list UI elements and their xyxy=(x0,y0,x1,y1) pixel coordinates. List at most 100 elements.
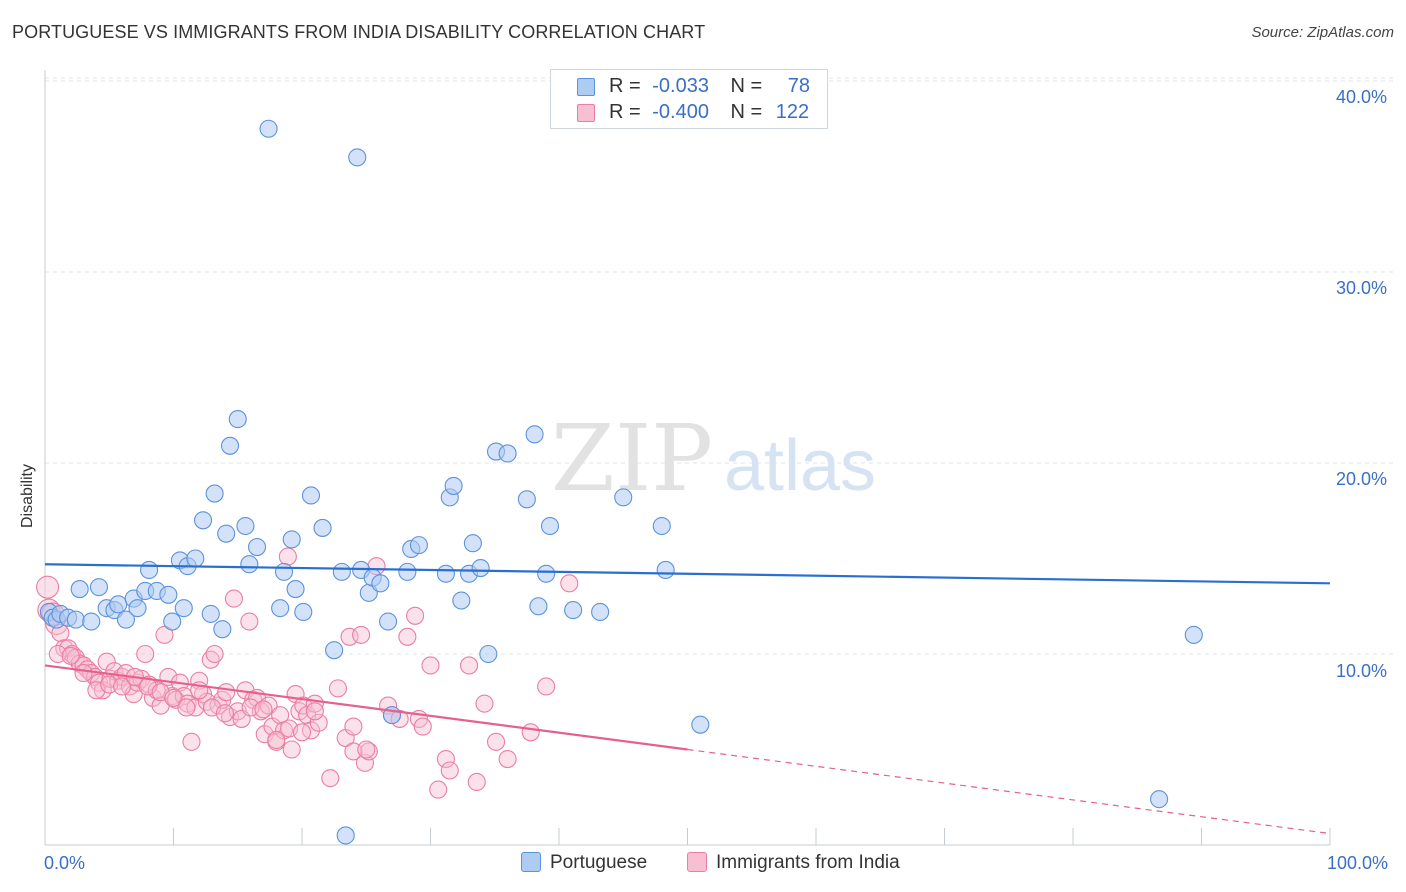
legend-swatch-india xyxy=(577,104,595,122)
portuguese-point xyxy=(564,601,583,620)
portuguese-point xyxy=(656,560,675,580)
portuguese-point xyxy=(220,436,240,455)
india-point xyxy=(224,589,243,608)
portuguese-point xyxy=(82,612,101,631)
portuguese-point xyxy=(205,484,224,503)
india-point xyxy=(328,679,348,698)
legend-n-value: 78 xyxy=(787,75,811,97)
portuguese-point xyxy=(1150,790,1169,809)
india-point xyxy=(136,644,155,664)
india-points xyxy=(36,547,579,799)
india-point xyxy=(240,612,259,631)
india-trend-extrapolation xyxy=(687,748,1331,835)
y-tick-30: 30.0% xyxy=(1336,278,1388,298)
india-point xyxy=(74,664,93,683)
portuguese-point xyxy=(537,564,556,583)
portuguese-point xyxy=(325,641,344,660)
india-point xyxy=(36,575,60,599)
portuguese-point xyxy=(70,580,89,599)
portuguese-point xyxy=(525,425,544,444)
portuguese-point xyxy=(691,715,710,734)
portuguese-point xyxy=(517,490,536,509)
portuguese-point xyxy=(163,612,182,631)
portuguese-point xyxy=(159,585,178,604)
india-point xyxy=(113,677,132,696)
india-point xyxy=(267,730,286,750)
portuguese-point xyxy=(540,516,560,536)
india-point xyxy=(278,547,297,566)
portuguese-point xyxy=(614,488,633,507)
portuguese-point xyxy=(140,560,159,580)
portuguese-point xyxy=(201,604,220,623)
india-point xyxy=(271,706,290,725)
legend-n-value: 122 xyxy=(775,101,810,123)
india-point xyxy=(355,753,375,772)
watermark-atlas: atlas xyxy=(724,426,876,506)
india-point xyxy=(182,732,201,751)
india-point xyxy=(305,702,324,721)
india-point xyxy=(254,700,273,719)
portuguese-point xyxy=(109,595,128,614)
portuguese-point xyxy=(213,620,232,639)
bottom-legend-label-india: Immigrants from India xyxy=(716,852,900,873)
portuguese-point xyxy=(398,562,417,581)
portuguese-point xyxy=(444,476,463,495)
india-trend-line xyxy=(44,664,688,751)
portuguese-point xyxy=(228,410,247,429)
portuguese-point xyxy=(217,524,236,543)
portuguese-point xyxy=(240,555,259,574)
india-point xyxy=(340,627,359,646)
x-tick-min: 0.0% xyxy=(44,853,86,873)
portuguese-points xyxy=(39,119,1203,845)
bottom-legend-portuguese: Portuguese xyxy=(521,852,647,874)
india-point xyxy=(294,696,313,715)
portuguese-point xyxy=(66,610,85,629)
portuguese-point xyxy=(247,537,267,557)
india-point xyxy=(560,574,579,593)
india-point xyxy=(292,723,312,742)
portuguese-point xyxy=(652,516,671,536)
india-point xyxy=(398,627,417,646)
portuguese-point xyxy=(1184,625,1203,644)
india-point xyxy=(164,688,183,707)
portuguese-point xyxy=(174,599,193,618)
portuguese-point xyxy=(313,518,332,537)
portuguese-point xyxy=(274,562,294,581)
india-point xyxy=(215,704,234,723)
portuguese-point xyxy=(194,511,213,530)
bottom-swatch-india xyxy=(687,852,707,872)
india-point xyxy=(498,749,517,769)
india-point xyxy=(413,717,432,736)
india-point xyxy=(61,646,80,665)
portuguese-point xyxy=(591,602,610,622)
india-point xyxy=(155,625,174,644)
portuguese-point xyxy=(294,602,313,622)
portuguese-point xyxy=(471,558,490,578)
legend-n-label: N = xyxy=(730,75,763,97)
india-point xyxy=(475,694,494,713)
india-point xyxy=(459,656,479,675)
india-point xyxy=(282,740,301,759)
chart-title: PORTUGUESE VS IMMIGRANTS FROM INDIA DISA… xyxy=(12,22,706,42)
portuguese-point xyxy=(463,534,482,553)
portuguese-point xyxy=(336,826,355,845)
portuguese-trend-line xyxy=(44,563,1331,585)
portuguese-point xyxy=(116,610,136,629)
portuguese-point xyxy=(452,591,471,610)
india-point xyxy=(205,644,224,664)
portuguese-point xyxy=(332,562,351,581)
portuguese-point xyxy=(128,599,147,618)
bottom-swatch-portuguese xyxy=(521,852,541,872)
portuguese-point xyxy=(436,564,455,583)
legend-r-value: -0.400 xyxy=(652,101,709,123)
india-point xyxy=(421,656,440,675)
bottom-legend-label-portuguese: Portuguese xyxy=(550,852,648,873)
india-point xyxy=(97,652,116,671)
india-point xyxy=(344,717,363,736)
india-point xyxy=(301,721,321,740)
india-point xyxy=(436,749,455,769)
india-point xyxy=(537,677,556,696)
india-point xyxy=(359,742,378,761)
india-point xyxy=(429,780,448,799)
portuguese-point xyxy=(282,530,301,549)
